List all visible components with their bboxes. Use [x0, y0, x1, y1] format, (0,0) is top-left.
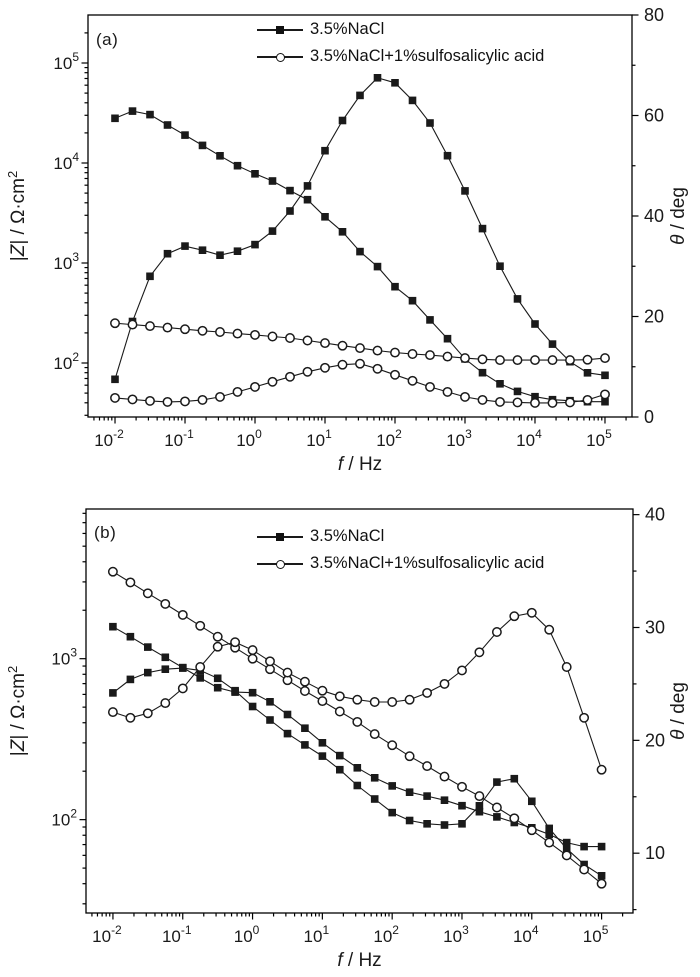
svg-text:102: 102 [53, 350, 79, 373]
legend-item-nacl: 3.5%NaCl [257, 16, 544, 43]
svg-text:102: 102 [51, 807, 77, 830]
svg-text:101: 101 [306, 427, 332, 450]
svg-text:20: 20 [644, 307, 664, 327]
legend-panel-b: 3.5%NaCl 3.5%NaCl+1%sulfosalicylic acid [257, 523, 544, 577]
svg-text:f / Hz: f / Hz [338, 454, 382, 475]
svg-text:101: 101 [304, 923, 330, 946]
svg-text:10-2: 10-2 [92, 923, 122, 946]
svg-text:102: 102 [373, 923, 399, 946]
svg-text:103: 103 [53, 250, 79, 273]
svg-text:102: 102 [376, 427, 402, 450]
svg-text:40: 40 [645, 505, 665, 525]
svg-text:104: 104 [516, 427, 542, 450]
svg-text:105: 105 [583, 923, 609, 946]
panel-(b): 10 20 30 40 [79, 505, 665, 920]
svg-text:f / Hz: f / Hz [337, 950, 381, 971]
svg-text:20: 20 [645, 730, 665, 750]
svg-text:θ / deg: θ / deg [668, 682, 689, 740]
svg-text:60: 60 [644, 106, 664, 126]
panel-(a): 0 20 40 60 80 [81, 5, 664, 427]
svg-text:|Z| / Ω·cm2: |Z| / Ω·cm2 [5, 171, 29, 261]
svg-text:0: 0 [644, 407, 654, 427]
svg-text:103: 103 [443, 923, 469, 946]
legend-label: 3.5%NaCl+1%sulfosalicylic acid [310, 47, 545, 65]
svg-text:80: 80 [644, 5, 664, 25]
legend-panel-a: 3.5%NaCl 3.5%NaCl+1%sulfosalicylic acid [257, 16, 544, 70]
svg-text:10-2: 10-2 [94, 427, 124, 450]
svg-text:103: 103 [446, 427, 472, 450]
svg-text:105: 105 [53, 50, 79, 73]
svg-text:|Z| / Ω·cm2: |Z| / Ω·cm2 [5, 666, 29, 756]
panel-a-label: (a) [96, 30, 119, 49]
filled-square-marker-icon [257, 25, 303, 35]
legend-item-acid: 3.5%NaCl+1%sulfosalicylic acid [257, 550, 544, 577]
legend-label: 3.5%NaCl [310, 527, 385, 545]
svg-text:10-1: 10-1 [162, 923, 192, 946]
open-circle-marker-icon [257, 559, 303, 569]
filled-square-marker-icon [257, 532, 303, 542]
svg-text:105: 105 [586, 427, 612, 450]
svg-text:103: 103 [51, 646, 77, 669]
svg-text:100: 100 [234, 923, 260, 946]
legend-item-acid: 3.5%NaCl+1%sulfosalicylic acid [257, 43, 544, 70]
legend-label: 3.5%NaCl [310, 20, 385, 38]
svg-text:40: 40 [644, 206, 664, 226]
svg-text:10-1: 10-1 [164, 427, 194, 450]
svg-text:104: 104 [513, 923, 539, 946]
svg-text:100: 100 [236, 427, 262, 450]
svg-text:θ / deg: θ / deg [668, 187, 689, 245]
open-circle-marker-icon [257, 52, 303, 62]
svg-text:104: 104 [53, 150, 79, 173]
svg-text:10: 10 [645, 843, 665, 863]
legend-label: 3.5%NaCl+1%sulfosalicylic acid [310, 554, 545, 572]
panel-b-label: (b) [94, 523, 117, 542]
svg-text:30: 30 [645, 617, 665, 637]
legend-item-nacl: 3.5%NaCl [257, 523, 544, 550]
